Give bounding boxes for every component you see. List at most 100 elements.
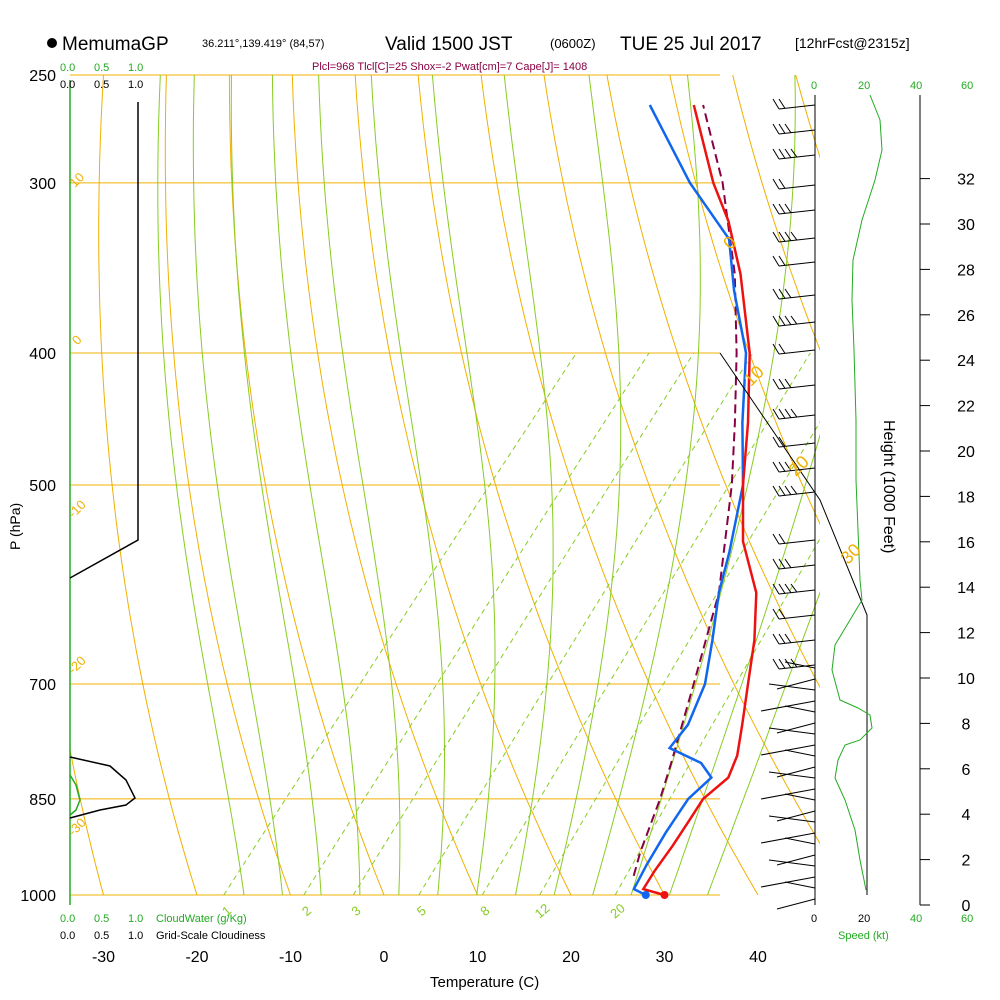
wind-barb-flag: [784, 485, 792, 496]
temperature-profile-line: [641, 104, 758, 897]
mixing-ratio-line: [481, 352, 811, 895]
height-tick-label: 14: [957, 580, 975, 597]
temperature-axis-title: Temperature (C): [430, 974, 539, 991]
speed-axis-label: 20: [858, 913, 870, 925]
mixing-ratio-line: [352, 352, 695, 895]
mixing-ratio-label: 3: [348, 903, 363, 919]
wind-barb-flag: [790, 148, 798, 158]
wind-barb-shaft: [768, 683, 816, 691]
cloudiness-axis-top: 0.0 0.5 1.0: [60, 79, 143, 91]
pressure-tick-label: 250: [29, 68, 56, 85]
dry-adiabat-line: [417, 75, 666, 895]
dry-adiabat-line: [98, 75, 198, 895]
wind-barb-shaft: [784, 749, 816, 757]
speed-axis-label: 40: [910, 80, 922, 92]
wind-barb-flag: [772, 148, 780, 160]
wind-barb-flag: [784, 583, 792, 594]
dry-adiabat-line: [669, 75, 820, 526]
wind-barb-flag: [772, 288, 780, 300]
surface-temperature-point: [660, 891, 669, 899]
height-tick-label: 24: [957, 353, 975, 370]
wind-barb-flag: [778, 658, 786, 669]
moist-adiabat-line: [271, 75, 361, 895]
mixing-ratio-line: [539, 421, 820, 895]
height-tick-label: 16: [957, 535, 975, 552]
moist-adiabat-line: [230, 75, 322, 895]
cloud-water-axis-label: 0.5: [94, 62, 109, 74]
wind-barb-shaft: [784, 793, 816, 801]
wind-barb-shaft: [760, 744, 816, 756]
dewpoint-profile-line: [632, 104, 748, 897]
mixing-ratio-label: 12: [532, 900, 553, 921]
wind-barb-shaft: [760, 876, 816, 888]
wind-barb-flag: [778, 123, 786, 134]
pressure-tick-label: 850: [29, 792, 56, 809]
moist-adiabat-line: [157, 75, 245, 895]
wind-barb-shaft: [760, 788, 816, 800]
wind-barb-shaft: [776, 722, 816, 734]
header-forecast: [12hrFcst@2315z]: [795, 35, 910, 51]
wind-barb-flag: [772, 436, 780, 448]
pressure-axis: 250 300 400 500 700 850 1000: [20, 68, 56, 905]
wind-barb-flag: [790, 315, 798, 325]
dry-adiabat-label: 0: [719, 232, 740, 253]
wind-barb-shaft: [776, 854, 816, 866]
wind-barb-flag: [778, 203, 786, 214]
mixing-ratio-lines: [223, 352, 820, 895]
header-location: 36.211°,139.419° (84,57): [202, 38, 324, 50]
height-tick-label: 10: [957, 671, 975, 688]
wind-barb-flag: [778, 148, 786, 159]
cloudiness-title: Grid-Scale Cloudiness: [156, 930, 266, 942]
cloud-water-axis-label: 1.0: [128, 913, 143, 925]
moist-adiabat-line: [553, 75, 622, 895]
header-dot-icon: [47, 38, 57, 48]
dry-adiabat-label: -30: [65, 815, 89, 839]
wind-barb-flag: [778, 315, 786, 326]
mixing-ratio-label: 2: [299, 903, 314, 919]
cloudiness-axis-label: 0.0: [60, 930, 75, 942]
wind-panel-boundary: [719, 352, 868, 895]
dry-adiabat-line: [228, 75, 385, 895]
dry-adiabat-label: -10: [65, 497, 89, 521]
cloud-water-axis-label: 0.0: [60, 62, 75, 74]
height-tick-label: 0: [962, 898, 971, 915]
height-tick-label: 6: [962, 762, 971, 779]
mixing-ratio-label: 20: [607, 900, 628, 921]
wind-barb-shaft: [776, 898, 816, 910]
wind-barb-flag: [778, 583, 786, 594]
temperature-tick-label: -10: [279, 949, 302, 966]
wind-barb-flag: [772, 231, 780, 243]
height-tick-label: 30: [957, 217, 975, 234]
height-tick-label: 12: [957, 626, 975, 643]
wind-barb-flag: [772, 608, 780, 620]
header-model: MemumaGP: [62, 34, 169, 55]
wind-barb-flag: [772, 461, 780, 473]
wind-barb-shaft: [784, 837, 816, 845]
wind-barb-flag: [790, 583, 798, 593]
wind-barb-flag: [778, 98, 786, 109]
wind-barb-flag: [784, 288, 792, 299]
pressure-tick-label: 1000: [20, 888, 56, 905]
cloud-water-axis-label: 0.0: [60, 913, 75, 925]
wind-barb-flag: [778, 178, 786, 189]
cloudiness-axis-label: 0.5: [94, 930, 109, 942]
temperature-tick-label: -30: [92, 949, 115, 966]
cloudiness-axis-label: 0.5: [94, 79, 109, 91]
moist-adiabat-line: [431, 75, 496, 895]
wind-barb-flag: [778, 231, 786, 242]
pressure-tick-label: 500: [29, 478, 56, 495]
pressure-tick-label: 300: [29, 176, 56, 193]
wind-barb-flag: [772, 203, 780, 215]
cloud-water-axis-label: 0.5: [94, 913, 109, 925]
wind-barb-flag: [778, 408, 786, 419]
pressure-tick-label: 400: [29, 346, 56, 363]
wind-barb-shaft: [784, 881, 816, 889]
wind-barb-flag: [778, 633, 786, 644]
wind-barb-flag: [772, 658, 780, 670]
dry-adiabat-label: 0: [69, 332, 85, 348]
wind-barb-shaft: [768, 815, 816, 823]
wind-barb-flag: [790, 658, 798, 668]
wind-barb-flag: [778, 485, 786, 496]
wind-barb-shaft: [776, 766, 816, 778]
